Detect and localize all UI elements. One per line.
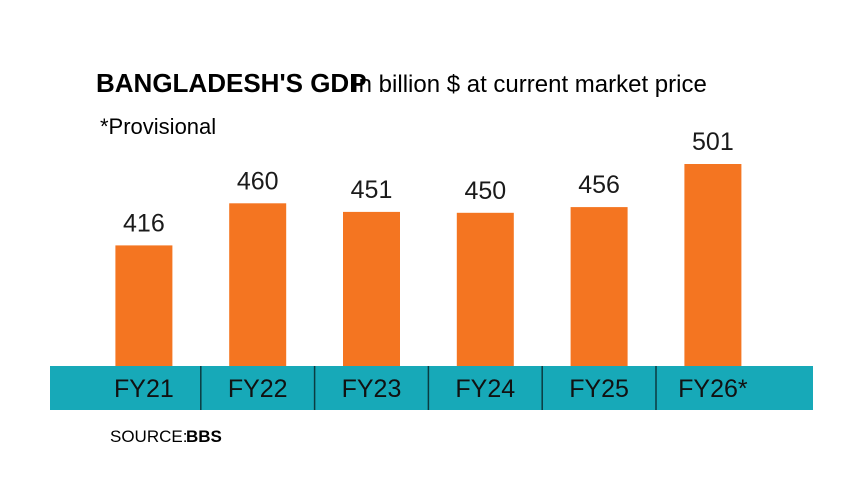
value-label-fy23: 451 [351, 176, 393, 204]
category-band [50, 366, 813, 410]
value-label-fy24: 450 [464, 177, 506, 205]
bar-fy21 [115, 245, 173, 366]
category-label-fy26: FY26* [678, 375, 748, 403]
category-label-fy21: FY21 [114, 375, 174, 403]
bar-fy22 [229, 203, 287, 366]
source-label: SOURCE: [110, 427, 187, 446]
chart-subtitle: In billion $ at current market price [352, 71, 707, 98]
category-label-fy23: FY23 [342, 375, 402, 403]
value-label-fy26: 501 [692, 128, 734, 156]
category-label-fy25: FY25 [569, 375, 629, 403]
category-label-fy24: FY24 [455, 375, 515, 403]
category-labels: FY21 FY22 FY23 FY24 FY25 FY26* [114, 375, 748, 403]
value-label-fy25: 456 [578, 171, 620, 199]
chart-title: BANGLADESH'S GDP [96, 68, 367, 98]
bar-fy26 [684, 164, 742, 366]
bars-group: 416 460 451 450 456 501 [115, 128, 742, 366]
bar-fy24 [456, 212, 514, 366]
value-label-fy21: 416 [123, 209, 165, 237]
band-dividers [200, 366, 657, 410]
bar-fy25 [570, 207, 628, 366]
source-name: BBS [186, 427, 222, 446]
provisional-note: *Provisional [100, 114, 216, 139]
category-label-fy22: FY22 [228, 375, 288, 403]
bar-fy23 [343, 211, 400, 366]
value-label-fy22: 460 [237, 167, 279, 195]
